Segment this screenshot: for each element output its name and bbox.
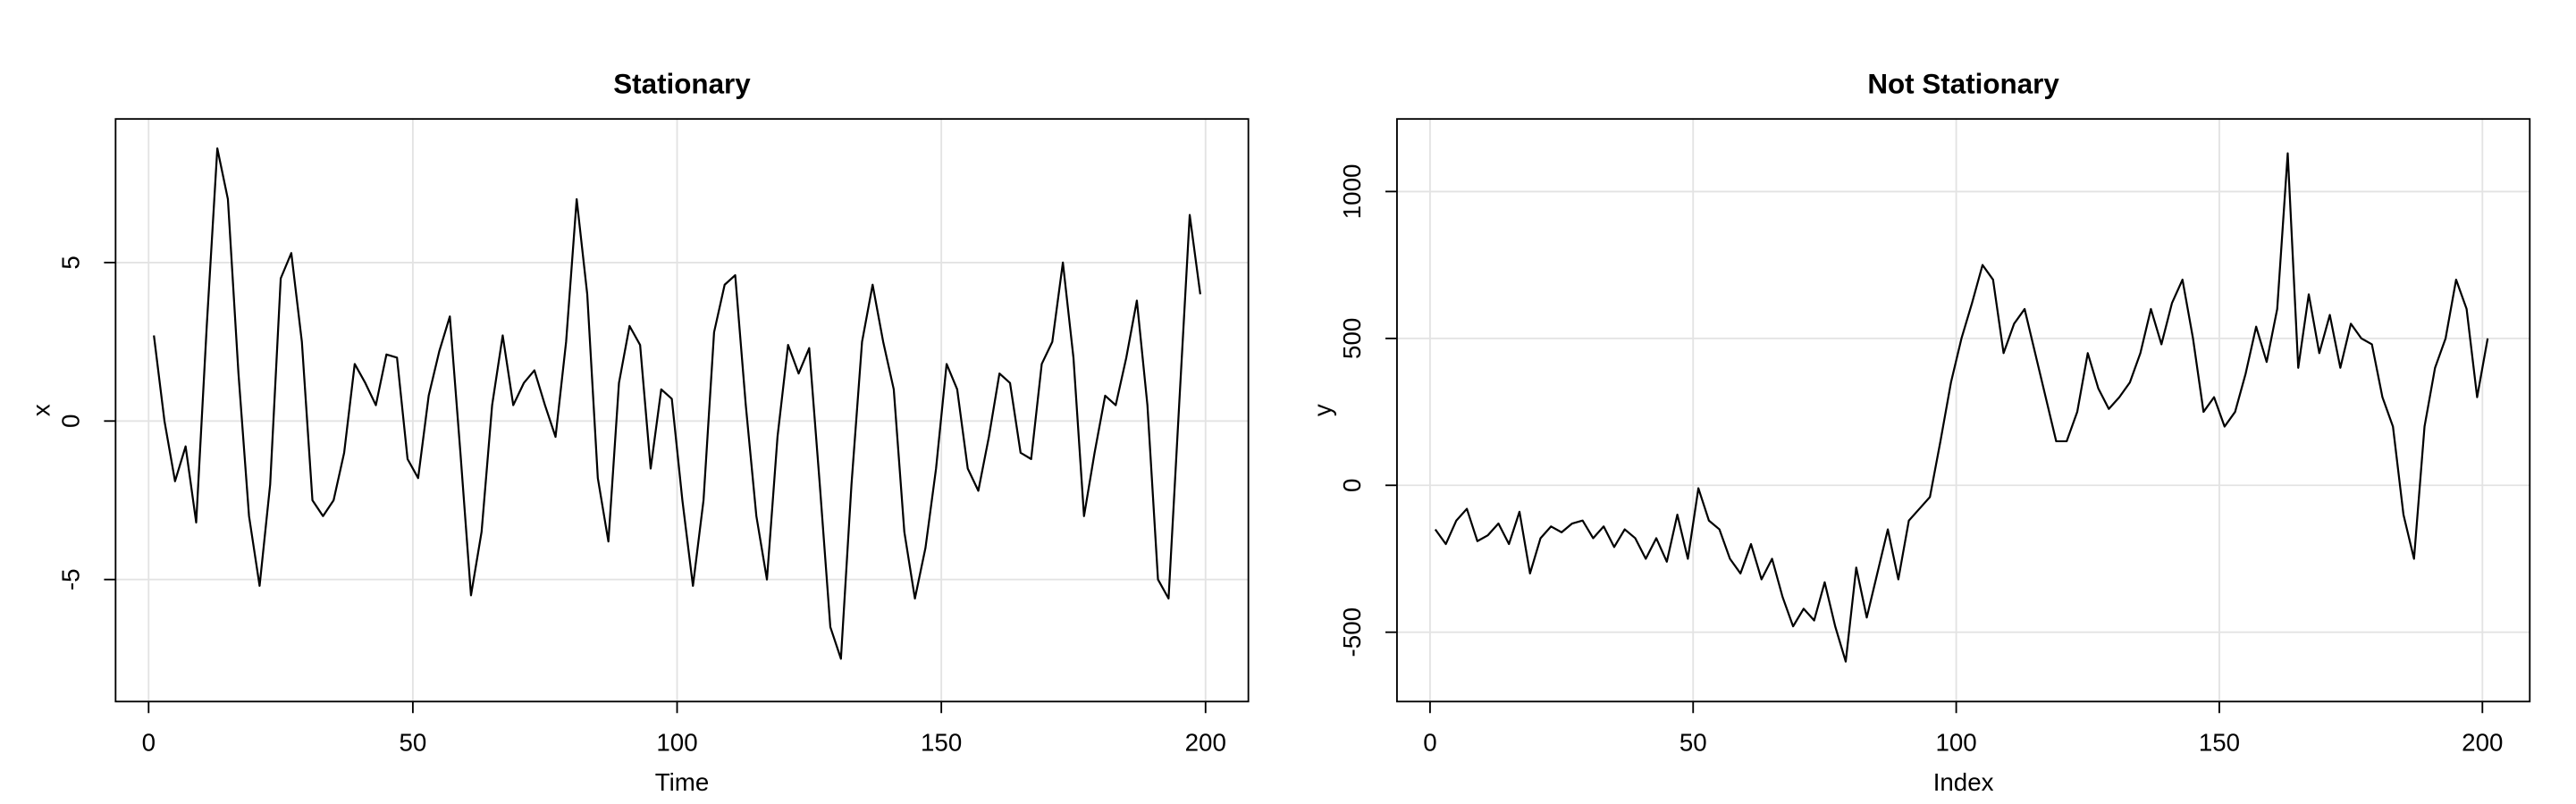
x-axis-label: Index (1933, 768, 1994, 796)
y-tick-label: 0 (1338, 479, 1366, 492)
x-tick-label: 150 (2199, 729, 2240, 757)
series-line (1434, 152, 2489, 663)
y-tick-label: 1000 (1338, 164, 1366, 220)
y-tick-label: 0 (57, 415, 85, 428)
x-tick-label: 100 (1935, 729, 1976, 757)
y-tick-label: -5 (57, 568, 85, 590)
x-tick-label: 100 (656, 729, 697, 757)
x-tick-label: 0 (1423, 729, 1436, 757)
y-tick-label: 5 (57, 255, 85, 269)
y-axis-label: x (27, 404, 55, 416)
y-axis-label: y (1309, 404, 1336, 416)
plot-frame (1396, 118, 2531, 703)
x-tick-label: 200 (1185, 729, 1226, 757)
x-tick-label: 200 (2462, 729, 2503, 757)
x-tick-label: 0 (142, 729, 156, 757)
chart-title: Stationary (613, 69, 751, 100)
y-tick-label: 500 (1338, 318, 1366, 359)
x-tick-label: 150 (921, 729, 962, 757)
plot-frame (114, 118, 1250, 703)
y-tick-label: -500 (1338, 607, 1366, 657)
chart-title: Not Stationary (1867, 69, 2059, 100)
x-tick-label: 50 (1679, 729, 1707, 757)
x-tick-label: 50 (399, 729, 426, 757)
series-line (153, 147, 1201, 660)
x-axis-label: Time (655, 768, 710, 796)
